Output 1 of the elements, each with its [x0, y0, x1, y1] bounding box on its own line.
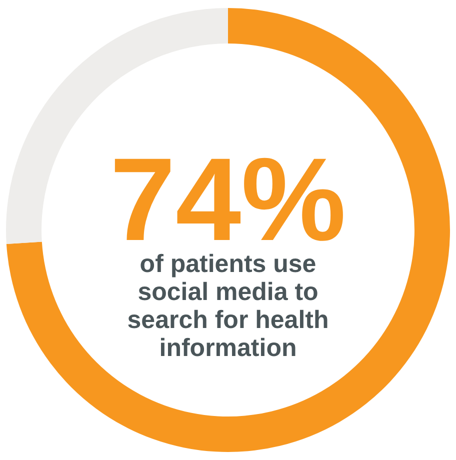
text: of patients use social media to search for health information	[127, 250, 329, 362]
